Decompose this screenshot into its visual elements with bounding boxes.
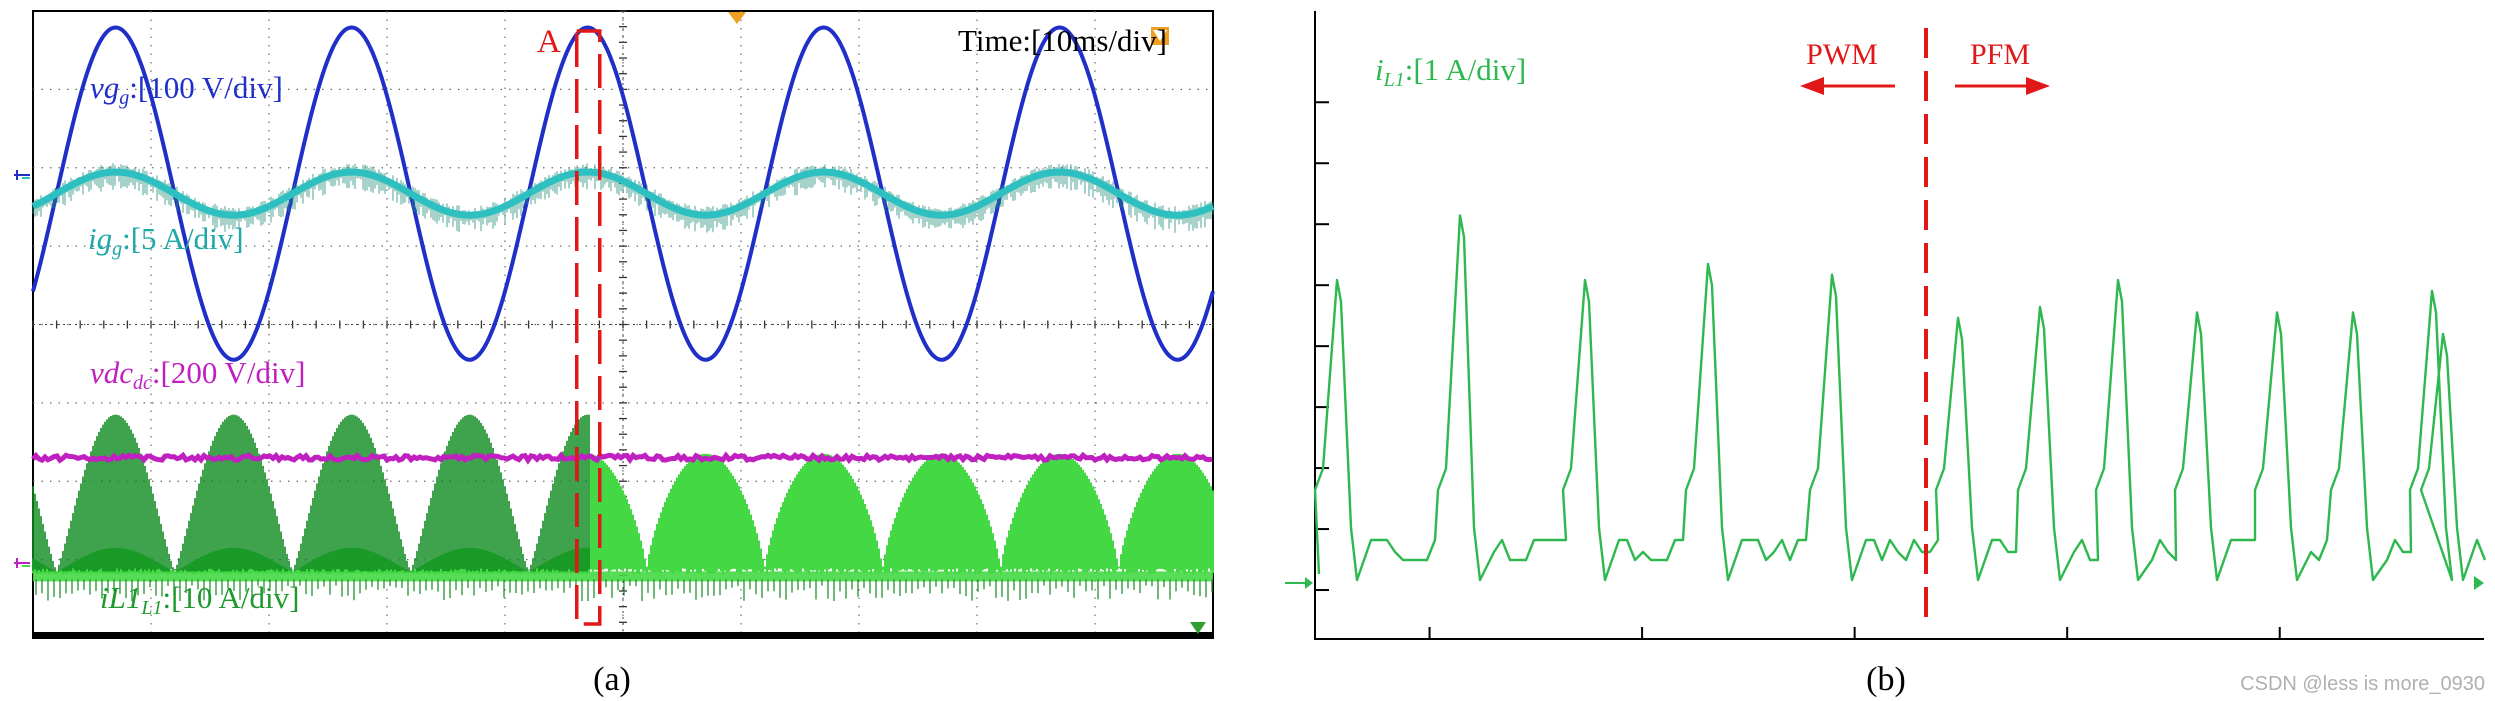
label-vdc: vdcdc:[200 V/div] — [90, 355, 305, 394]
vdc-trace — [31, 451, 1213, 465]
panel-a-bottom-bar — [33, 632, 1213, 639]
il1-ripple — [35, 579, 1213, 602]
trigger-level-icon — [1151, 27, 1169, 45]
il1-baseline-band — [33, 571, 1213, 582]
marker-a — [575, 29, 602, 626]
il1-pwm-trace — [32, 414, 590, 575]
time-base-label: Time:[10ms/div] — [958, 23, 1167, 58]
panel-b-trace — [1313, 214, 2487, 582]
pfm-arrow-icon — [1955, 77, 2050, 95]
marker-a-label: A — [537, 24, 561, 60]
trigger-position-icon — [728, 12, 746, 24]
ig-trace — [31, 168, 1215, 219]
panel-a-label: (a) — [593, 661, 631, 698]
panel-b-ground-left-icon — [1285, 577, 1313, 589]
label-il1-b: iL1:[1 A/div] — [1375, 52, 1526, 91]
label-vg: vgg:[100 V/div] — [90, 70, 283, 109]
panel-b-label: (b) — [1866, 661, 1906, 698]
ground-marker-ch4-icon — [14, 558, 30, 568]
panel-b-ground-right-icon — [2474, 576, 2484, 590]
marker-a-box — [575, 29, 602, 626]
il1-zoom-trace — [1313, 214, 2487, 582]
label-il1: iL1L1:[10 A/div] — [100, 580, 299, 619]
label-ig: igg:[5 A/div] — [88, 221, 244, 260]
pwm-arrow-icon — [1800, 77, 1895, 95]
watermark: CSDN @less is more_0930 — [2240, 673, 2485, 695]
pwm-label: PWM — [1806, 38, 1878, 71]
panel-a: Time:[10ms/div] A vgg:[100 V/div] igg:[5… — [14, 10, 1215, 698]
ground-marker-ch1-icon — [14, 170, 30, 180]
vg-trace — [31, 25, 1215, 362]
panel-a-traces — [31, 25, 1215, 602]
pfm-label: PFM — [1970, 38, 2030, 71]
scope-corner-arrow-icon — [1190, 622, 1206, 634]
panel-b: iL1:[1 A/div] PWM PFM (b) — [1285, 11, 2487, 698]
